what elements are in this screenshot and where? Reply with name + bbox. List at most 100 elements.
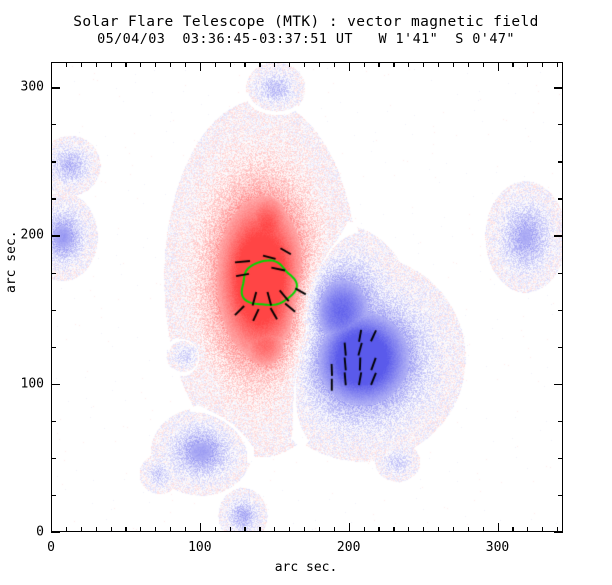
magnetic-field-map — [52, 63, 562, 531]
x-axis-title: arc sec. — [274, 560, 338, 575]
x-tick-top-80 — [170, 62, 172, 67]
x-tick-minor-150 — [274, 527, 276, 532]
x-tick-minor-20 — [80, 527, 82, 532]
y-tick-minor-250 — [51, 161, 56, 163]
x-tick-top-170 — [304, 62, 306, 67]
plot-area — [51, 62, 563, 532]
x-tick-top-330 — [542, 62, 544, 67]
x-tick-minor-90 — [184, 527, 187, 532]
y-tick-major-200 — [51, 235, 60, 237]
x-tick-top-260 — [437, 62, 440, 67]
y-tick-major-100 — [51, 383, 60, 386]
x-tick-label-100: 100 — [188, 540, 212, 555]
x-tick-top-0 — [51, 62, 53, 71]
x-tick-major-300 — [497, 523, 499, 532]
x-tick-top-250 — [423, 62, 425, 67]
x-tick-top-230 — [393, 62, 395, 67]
x-tick-minor-330 — [542, 527, 544, 532]
y-tick-minor-125 — [51, 346, 56, 348]
x-tick-minor-110 — [214, 527, 216, 532]
y-tick-right-200 — [554, 235, 563, 237]
x-tick-top-130 — [244, 62, 246, 67]
x-tick-label-200: 200 — [336, 540, 361, 555]
x-tick-top-290 — [482, 62, 484, 67]
y-tick-right-150 — [558, 309, 563, 311]
y-tick-right-275 — [558, 124, 563, 126]
y-tick-right-175 — [558, 272, 563, 274]
x-tick-minor-180 — [318, 527, 321, 532]
x-tick-top-50 — [125, 62, 127, 67]
x-tick-top-20 — [80, 62, 82, 67]
x-tick-top-180 — [318, 62, 321, 67]
x-tick-top-220 — [378, 62, 380, 67]
x-tick-major-200 — [348, 523, 351, 532]
x-tick-minor-250 — [423, 527, 425, 532]
y-tick-minor-50 — [51, 457, 56, 460]
y-tick-right-225 — [558, 198, 563, 200]
y-tick-minor-175 — [51, 272, 56, 274]
figure-title-block: Solar Flare Telescope (MTK) : vector mag… — [0, 14, 612, 47]
x-tick-minor-220 — [378, 527, 380, 532]
y-tick-minor-25 — [51, 494, 56, 497]
x-tick-top-280 — [467, 62, 469, 67]
x-tick-top-140 — [259, 62, 261, 67]
y-tick-right-50 — [558, 457, 563, 460]
y-tick-minor-75 — [51, 420, 56, 422]
x-tick-top-160 — [289, 62, 291, 67]
x-tick-top-300 — [497, 62, 499, 71]
y-tick-minor-150 — [51, 309, 56, 311]
x-tick-top-90 — [184, 62, 187, 67]
x-tick-top-200 — [348, 62, 351, 71]
x-tick-top-40 — [110, 62, 112, 67]
x-tick-minor-170 — [304, 527, 306, 532]
y-tick-label-300: 300 — [20, 79, 44, 95]
y-tick-right-25 — [558, 494, 563, 497]
x-tick-label-300: 300 — [485, 540, 510, 555]
x-tick-top-310 — [512, 62, 514, 67]
x-tick-top-110 — [214, 62, 216, 67]
x-tick-minor-10 — [65, 527, 68, 532]
figure-subtitle: 05/04/03 03:36:45-03:37:51 UT W 1'41" S … — [97, 31, 515, 47]
x-tick-minor-140 — [259, 527, 261, 532]
x-tick-minor-80 — [170, 527, 172, 532]
y-tick-right-100 — [554, 383, 563, 386]
x-tick-top-100 — [199, 62, 202, 71]
x-tick-top-320 — [527, 62, 529, 67]
x-tick-minor-310 — [512, 527, 514, 532]
y-tick-right-0 — [554, 532, 563, 534]
y-tick-minor-225 — [51, 198, 56, 200]
x-tick-top-10 — [65, 62, 68, 67]
y-tick-label-0: 0 — [36, 524, 44, 540]
x-tick-major-100 — [199, 523, 202, 532]
x-tick-label-0: 0 — [47, 540, 55, 555]
y-tick-major-0 — [51, 532, 60, 534]
x-tick-minor-70 — [155, 527, 157, 532]
x-tick-minor-260 — [437, 527, 440, 532]
y-tick-label-200: 200 — [20, 227, 44, 243]
x-tick-top-150 — [274, 62, 276, 67]
x-tick-top-340 — [557, 62, 559, 67]
y-axis-title: arc sec. — [4, 230, 19, 293]
y-tick-label-100: 100 — [20, 376, 44, 392]
x-tick-minor-280 — [467, 527, 469, 532]
x-tick-minor-160 — [289, 527, 291, 532]
x-tick-major-0 — [51, 523, 53, 532]
x-tick-top-70 — [155, 62, 157, 67]
x-tick-minor-40 — [110, 527, 112, 532]
x-tick-minor-270 — [452, 527, 455, 532]
x-tick-minor-190 — [333, 527, 335, 532]
x-tick-top-120 — [229, 62, 231, 67]
x-tick-minor-240 — [408, 527, 410, 532]
y-tick-right-300 — [554, 87, 563, 89]
x-tick-top-270 — [452, 62, 455, 67]
x-tick-minor-120 — [229, 527, 231, 532]
y-tick-right-250 — [558, 161, 563, 163]
y-tick-minor-275 — [51, 124, 56, 126]
figure-title: Solar Flare Telescope (MTK) : vector mag… — [73, 14, 539, 30]
x-tick-top-240 — [408, 62, 410, 67]
y-tick-major-300 — [51, 87, 60, 89]
x-tick-top-30 — [95, 62, 97, 67]
x-tick-minor-210 — [363, 527, 365, 532]
x-tick-top-60 — [140, 62, 142, 67]
